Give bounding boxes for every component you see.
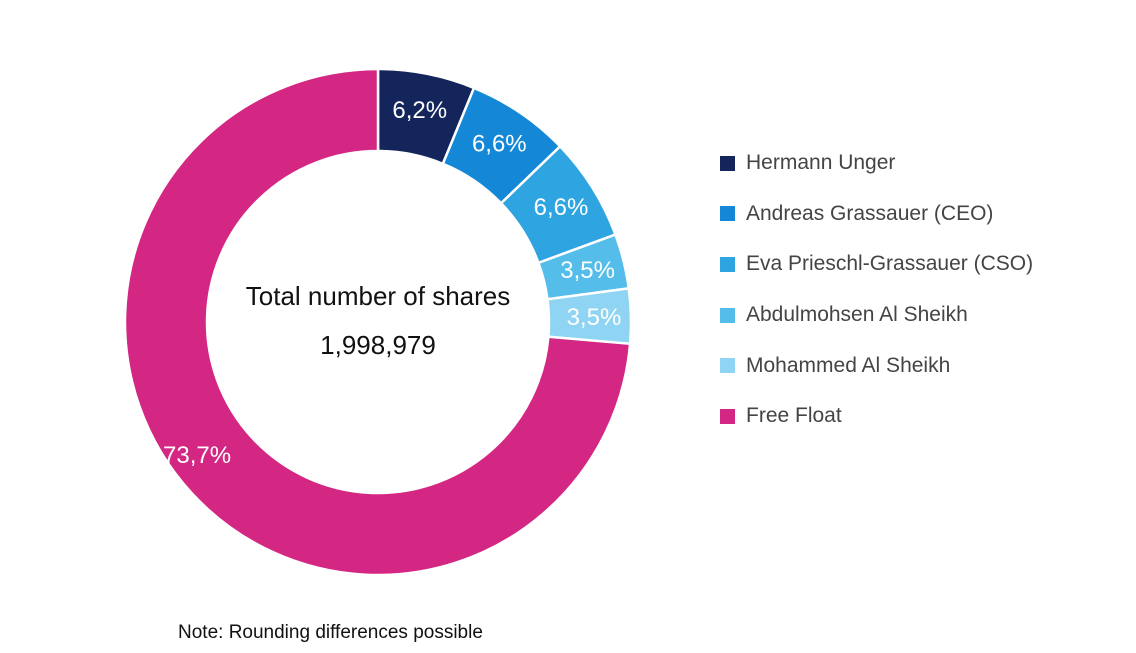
legend-item-hermann-unger: Hermann Unger [720, 138, 1033, 189]
slice-label-hermann-unger: 6,2% [392, 97, 447, 124]
legend-label: Abdulmohsen Al Sheikh [746, 303, 968, 327]
legend-swatch [720, 256, 735, 272]
slice-free-float [123, 67, 632, 577]
legend-swatch [720, 155, 735, 171]
slice-label-andreas-grassauer-ceo: 6,6% [472, 130, 527, 157]
legend-item-free-float: Free Float [720, 391, 1033, 442]
legend-item-eva-prieschl-grassauer-cso: Eva Prieschl-Grassauer (CSO) [720, 239, 1033, 290]
legend-swatch [720, 408, 735, 424]
legend-label: Hermann Unger [746, 151, 896, 175]
slice-label-mohammed-al-sheikh: 3,5% [567, 304, 622, 331]
slice-labels: 6,2% 6,6% 6,6% 3,5% 3,5% 73,7% [163, 97, 621, 469]
slice-label-eva-prieschl-grassauer-cso: 6,6% [534, 194, 589, 221]
chart-legend: Hermann Unger Andreas Grassauer (CEO) Eva … [720, 138, 1033, 442]
legend-label: Free Float [746, 404, 842, 428]
legend-label: Mohammed Al Sheikh [746, 353, 951, 377]
footnote: Note: Rounding differences possible [178, 622, 483, 643]
slice-label-free-float: 73,7% [163, 442, 231, 469]
legend-item-mohammed-al-sheikh: Mohammed Al Sheikh [720, 340, 1033, 391]
center-value: 1,998,979 [320, 330, 436, 360]
donut-slices [123, 67, 633, 577]
legend-swatch [720, 358, 735, 374]
legend-item-abdulmohsen-al-sheikh: Abdulmohsen Al Sheikh [720, 290, 1033, 341]
legend-label: Eva Prieschl-Grassauer (CSO) [746, 252, 1034, 276]
slice-label-abdulmohsen-al-sheikh: 3,5% [560, 257, 615, 284]
legend-label: Andreas Grassauer (CEO) [746, 201, 994, 225]
legend-item-andreas-grassauer-ceo: Andreas Grassauer (CEO) [720, 189, 1033, 240]
center-title: Total number of shares [246, 281, 510, 311]
legend-swatch [720, 307, 735, 323]
legend-swatch [720, 206, 735, 222]
